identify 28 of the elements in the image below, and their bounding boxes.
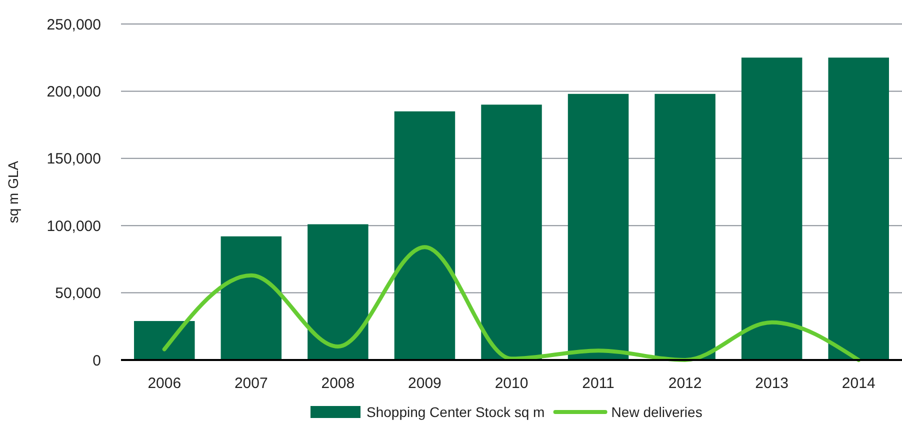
x-tick-label: 2014 — [842, 375, 876, 392]
bar — [394, 111, 456, 360]
line-series — [162, 245, 861, 362]
bar — [741, 58, 802, 360]
bar — [828, 58, 889, 360]
bar — [568, 94, 629, 360]
x-tick-label: 2009 — [408, 375, 442, 392]
y-tick-label: 50,000 — [55, 285, 101, 302]
y-tick-label: 150,000 — [46, 150, 101, 168]
y-tick-label: 200,000 — [46, 83, 101, 100]
y-axis-title: sq m GLA — [5, 160, 21, 224]
x-tick-label: 2008 — [321, 375, 355, 392]
y-tick-label: 250,000 — [46, 16, 101, 34]
x-tick-label: 2013 — [755, 375, 789, 392]
bar — [134, 321, 195, 360]
bar — [220, 236, 282, 360]
legend-label: New deliveries — [611, 404, 702, 420]
y-tick-label: 0 — [92, 352, 101, 370]
x-tick-label: 2006 — [148, 375, 182, 392]
bar — [654, 94, 716, 360]
y-tick-label: 100,000 — [46, 218, 101, 235]
bar — [481, 104, 542, 360]
x-tick-label: 2010 — [494, 375, 528, 392]
legend-label: Shopping Center Stock sq m — [366, 404, 545, 420]
x-tick-label: 2007 — [234, 375, 268, 392]
x-tick-label: 2012 — [668, 375, 702, 392]
bar — [308, 224, 368, 360]
x-tick-label: 2011 — [582, 375, 614, 392]
